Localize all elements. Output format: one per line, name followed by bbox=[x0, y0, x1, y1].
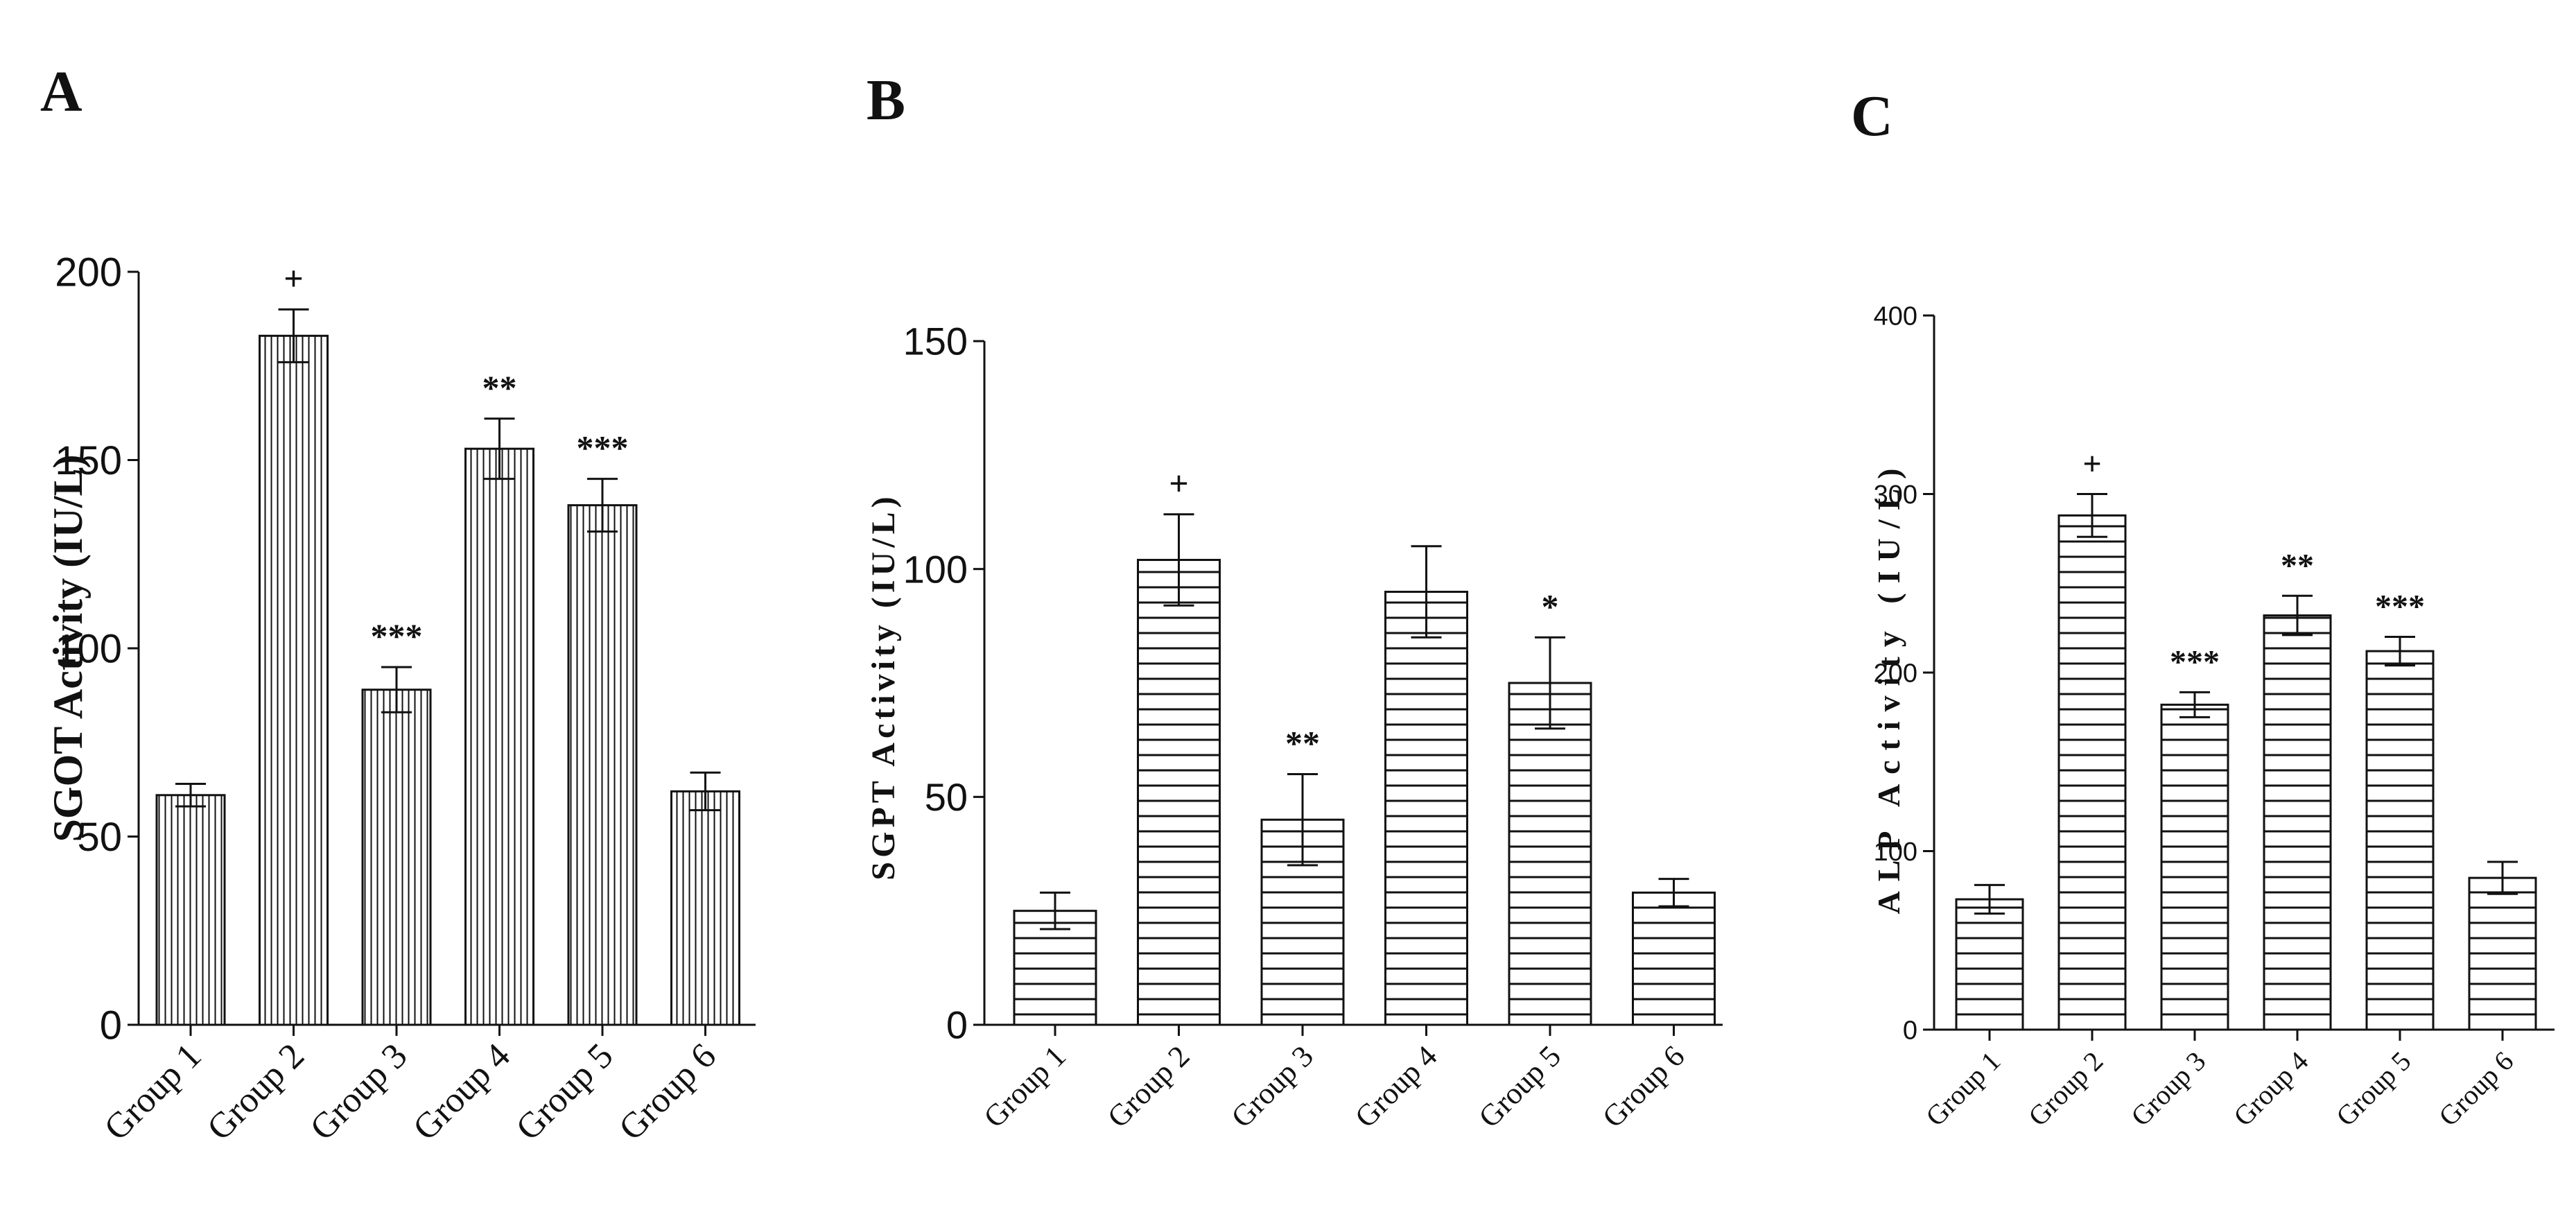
y-tick-label: 100 bbox=[55, 626, 122, 671]
bar-2 bbox=[1137, 559, 1221, 1026]
bar-5 bbox=[567, 504, 638, 1026]
bar-6 bbox=[1632, 891, 1716, 1026]
bar-2 bbox=[259, 334, 329, 1026]
bar-6 bbox=[2468, 876, 2537, 1031]
significance-label-5: *** bbox=[577, 428, 629, 467]
category-label-1: Group 1 bbox=[977, 1039, 1072, 1134]
bar-1 bbox=[1955, 898, 2024, 1031]
bar-5 bbox=[2365, 650, 2435, 1031]
y-tick-label: 400 bbox=[1874, 302, 1917, 331]
category-label-5: Group 5 bbox=[509, 1036, 621, 1148]
category-label-2: Group 2 bbox=[200, 1036, 312, 1148]
y-tick-label: 150 bbox=[903, 320, 968, 363]
y-tick-label: 150 bbox=[55, 438, 122, 483]
category-label-5: Group 5 bbox=[1472, 1039, 1567, 1134]
bar-4 bbox=[464, 447, 534, 1026]
y-tick-label: 0 bbox=[1903, 1016, 1917, 1045]
category-label-4: Group 4 bbox=[2227, 1046, 2314, 1132]
category-label-5: Group 5 bbox=[2330, 1046, 2417, 1132]
y-tick-label: 50 bbox=[77, 815, 122, 860]
category-label-2: Group 2 bbox=[1101, 1039, 1196, 1134]
category-label-2: Group 2 bbox=[2022, 1046, 2109, 1132]
bar-1 bbox=[155, 794, 226, 1026]
category-label-6: Group 6 bbox=[2433, 1046, 2519, 1132]
category-label-1: Group 1 bbox=[97, 1036, 209, 1148]
category-label-4: Group 4 bbox=[1348, 1039, 1443, 1134]
y-tick-label: 200 bbox=[55, 250, 122, 295]
y-tick-label: 200 bbox=[1874, 659, 1917, 688]
category-label-3: Group 3 bbox=[303, 1036, 415, 1148]
bar-4 bbox=[1384, 591, 1468, 1026]
panel-letter: A bbox=[40, 60, 82, 124]
chart-panel-b: B 0 50 100 150 SGPT Activity (IU/L) Group 1 + Gr… bbox=[865, 68, 1723, 1134]
category-label-3: Group 3 bbox=[1225, 1039, 1320, 1134]
bar-5 bbox=[1508, 682, 1592, 1026]
significance-label-2: + bbox=[2082, 446, 2101, 483]
bar-6 bbox=[670, 790, 740, 1026]
category-label-4: Group 4 bbox=[406, 1036, 518, 1148]
chart-panel-a: A 0 50 100 150 200 SGOT Activity (IU/L) Group 1… bbox=[40, 60, 756, 1148]
y-tick-label: 50 bbox=[925, 775, 968, 819]
category-label-6: Group 6 bbox=[611, 1036, 724, 1148]
significance-label-2: + bbox=[284, 259, 304, 297]
significance-label-3: *** bbox=[371, 616, 423, 655]
chart-panel-c: C 0 100 200 300 400 ALP Activity (IU/L) Group 1… bbox=[1851, 84, 2555, 1132]
y-tick-label: 300 bbox=[1874, 481, 1917, 510]
y-axis-title: ALP Activity (IU/L) bbox=[1871, 459, 1906, 915]
significance-label-5: * bbox=[1542, 587, 1559, 625]
y-tick-label: 100 bbox=[903, 547, 968, 591]
bar-3 bbox=[361, 689, 432, 1026]
y-tick-label: 0 bbox=[946, 1003, 968, 1047]
significance-label-3: *** bbox=[2170, 643, 2220, 680]
panel-letter: C bbox=[1851, 84, 1893, 148]
panel-letter: B bbox=[867, 68, 905, 132]
y-axis-title: SGOT Activity (IU/L) bbox=[45, 455, 91, 842]
y-tick-label: 100 bbox=[1874, 838, 1917, 867]
category-label-1: Group 1 bbox=[1920, 1046, 2006, 1132]
significance-label-2: + bbox=[1169, 464, 1189, 503]
y-axis-title: SGPT Activity (IU/L) bbox=[865, 492, 902, 880]
significance-label-3: ** bbox=[1285, 723, 1320, 762]
significance-label-4: ** bbox=[2281, 547, 2314, 584]
category-label-3: Group 3 bbox=[2125, 1046, 2211, 1132]
significance-label-5: *** bbox=[2375, 589, 2425, 625]
bar-2 bbox=[2057, 514, 2127, 1031]
y-tick-label: 0 bbox=[100, 1003, 122, 1048]
significance-label-4: ** bbox=[482, 368, 517, 407]
bar-3 bbox=[2160, 703, 2229, 1031]
bar-4 bbox=[2263, 614, 2332, 1031]
category-label-6: Group 6 bbox=[1596, 1039, 1691, 1134]
